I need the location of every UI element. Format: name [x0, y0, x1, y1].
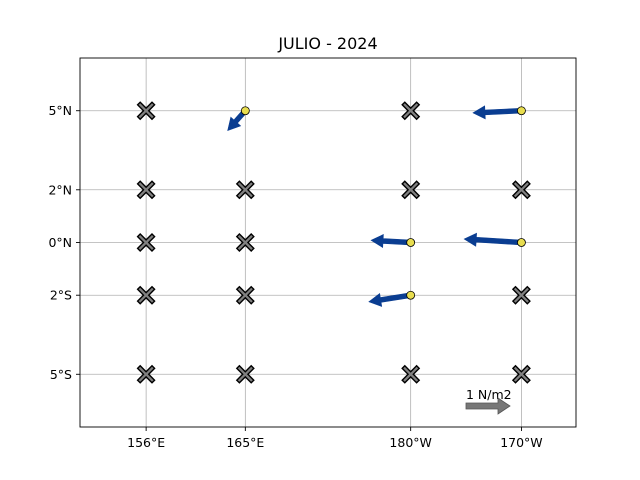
missing-data-marker	[136, 101, 156, 121]
x-tick-label: 170°W	[500, 435, 542, 450]
missing-data-marker	[511, 180, 531, 200]
y-tick-label: 2°S	[50, 288, 72, 303]
missing-data-marker	[235, 364, 255, 384]
x-tick-label: 156°E	[127, 435, 165, 450]
plot-frame	[79, 57, 577, 428]
missing-data-marker	[136, 233, 156, 252]
missing-data-marker	[235, 233, 255, 252]
missing-data-marker	[235, 180, 255, 200]
chart-title: JULIO - 2024	[277, 34, 377, 53]
x-tick-label: 165°E	[226, 435, 264, 450]
station-point	[517, 106, 526, 116]
wind-stress-arrow	[368, 292, 412, 307]
x-tick-label: 180°W	[389, 435, 431, 450]
missing-data-marker	[401, 364, 421, 384]
wind-stress-vectors	[227, 105, 526, 307]
y-tick-label: 0°N	[48, 235, 72, 250]
y-tick-label: 5°N	[48, 103, 72, 118]
wind-stress-arrow	[472, 105, 522, 120]
missing-data-marker	[136, 180, 156, 200]
missing-data-marker	[511, 285, 531, 305]
station-point	[240, 106, 250, 116]
station-point	[517, 238, 526, 247]
missing-markers	[136, 101, 531, 384]
missing-data-marker	[136, 364, 156, 384]
missing-data-marker	[511, 364, 531, 384]
station-point	[406, 290, 416, 300]
wind-stress-arrow	[370, 234, 412, 249]
reference-vector: 1 N/m2	[465, 387, 512, 415]
y-tick-label: 2°N	[48, 182, 72, 197]
missing-data-marker	[235, 285, 255, 305]
y-tick-label: 5°S	[50, 367, 72, 382]
axis-ticks: 156°E 165°E 180°W 170°W 5°N 2°N 0°N 2°S 5°S	[48, 103, 542, 450]
reference-arrow	[465, 397, 511, 415]
missing-data-marker	[401, 101, 421, 121]
grid	[80, 58, 576, 427]
station-point	[406, 238, 416, 247]
reference-vector-label: 1 N/m2	[466, 387, 512, 402]
missing-data-marker	[136, 285, 156, 305]
wind-stress-arrow	[463, 232, 522, 247]
missing-data-marker	[401, 180, 421, 200]
